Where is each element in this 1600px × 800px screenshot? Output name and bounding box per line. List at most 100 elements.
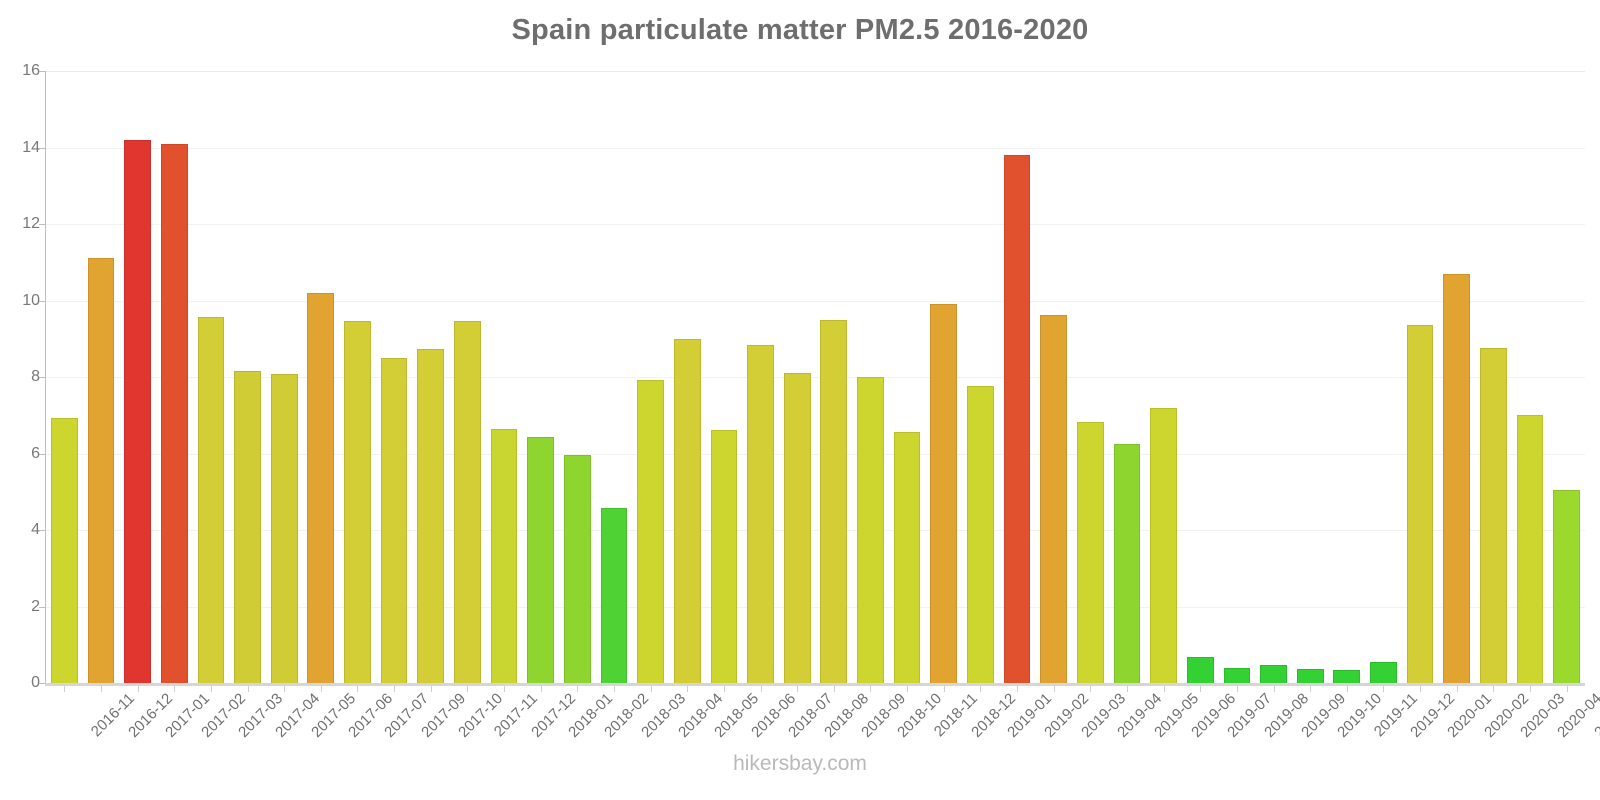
bar-slot xyxy=(1186,71,1214,683)
x-axis-tick-mark xyxy=(100,686,102,692)
bar[interactable] xyxy=(270,373,298,683)
bar[interactable] xyxy=(1370,661,1397,683)
bar[interactable] xyxy=(344,321,371,683)
bar-slot xyxy=(417,71,445,683)
bar-slot xyxy=(673,71,701,683)
x-axis-tick-mark xyxy=(1456,686,1458,692)
y-axis-tick-label: 16 xyxy=(22,62,40,79)
bar[interactable] xyxy=(1150,408,1177,683)
bar[interactable] xyxy=(893,431,921,683)
bar[interactable] xyxy=(160,143,188,683)
gridline xyxy=(45,606,1585,608)
x-axis-tick-mark xyxy=(760,686,762,692)
bar[interactable] xyxy=(490,428,518,683)
y-axis-tick-mark xyxy=(39,224,45,225)
x-axis-tick-mark xyxy=(1163,686,1165,692)
bar[interactable] xyxy=(600,508,628,683)
x-axis-tick-mark xyxy=(284,686,286,692)
bar-slot xyxy=(1296,71,1324,683)
x-axis-tick-mark xyxy=(943,686,945,692)
bar[interactable] xyxy=(1553,489,1581,683)
x-axis-tick-mark xyxy=(1530,686,1532,692)
y-axis-tick-label: 4 xyxy=(31,521,40,538)
x-axis-tick-mark xyxy=(174,686,176,692)
bar[interactable] xyxy=(710,429,738,683)
x-axis-tick-mark xyxy=(1236,686,1238,692)
bar[interactable] xyxy=(1333,670,1361,683)
bar[interactable] xyxy=(1076,421,1104,683)
bar[interactable] xyxy=(380,357,408,683)
bar[interactable] xyxy=(1296,669,1324,683)
x-axis-tick-mark xyxy=(1346,686,1348,692)
bar[interactable] xyxy=(783,373,811,683)
bar-slot xyxy=(307,71,335,683)
bar-slot xyxy=(270,71,298,683)
bar[interactable] xyxy=(967,385,994,683)
bar[interactable] xyxy=(1223,667,1251,683)
bar-slot xyxy=(1150,71,1177,683)
x-axis-tick-mark xyxy=(687,686,689,692)
chart-source-footer: hikersbay.com xyxy=(733,752,867,775)
bar[interactable] xyxy=(1480,348,1507,683)
bar-slot xyxy=(380,71,408,683)
y-axis-tick-mark xyxy=(39,453,45,455)
bar[interactable] xyxy=(234,370,261,683)
bar[interactable] xyxy=(820,320,848,683)
bar-slot xyxy=(344,71,371,683)
bar-slot xyxy=(50,71,78,683)
y-axis-tick-label: 6 xyxy=(31,444,40,462)
bar[interactable] xyxy=(1040,315,1068,683)
bar[interactable] xyxy=(197,316,225,683)
bar[interactable] xyxy=(930,304,958,683)
bar[interactable] xyxy=(1260,665,1287,683)
x-axis-tick-mark xyxy=(210,686,212,692)
x-axis-tick-mark xyxy=(650,686,652,692)
bar[interactable] xyxy=(857,377,884,683)
bar[interactable] xyxy=(563,455,591,683)
bar-slot xyxy=(1223,71,1251,683)
x-axis-tick-mark xyxy=(1310,686,1312,692)
bar[interactable] xyxy=(1443,273,1471,683)
bar[interactable] xyxy=(87,258,115,683)
x-axis-tick-mark xyxy=(467,686,469,692)
x-axis-tick-mark xyxy=(504,686,506,692)
x-axis-tick-mark xyxy=(1200,686,1202,692)
bar[interactable] xyxy=(454,321,481,683)
x-axis-tick-mark xyxy=(1383,686,1385,692)
x-axis-tick-mark xyxy=(540,686,542,692)
bar[interactable] xyxy=(1003,155,1031,683)
bar[interactable] xyxy=(1516,415,1544,683)
y-axis-tick-mark xyxy=(39,300,45,302)
bar-slot xyxy=(563,71,591,683)
bar-slot xyxy=(234,71,261,683)
bar[interactable] xyxy=(417,349,445,683)
bar-slot xyxy=(1480,71,1507,683)
bar[interactable] xyxy=(307,292,335,683)
x-axis-tick-mark xyxy=(833,686,835,692)
bar-slot xyxy=(1003,71,1031,683)
y-axis-tick-mark xyxy=(39,147,45,149)
bar[interactable] xyxy=(637,379,664,683)
bar[interactable] xyxy=(50,418,78,683)
x-axis-tick-mark xyxy=(1566,686,1568,692)
x-axis-tick-mark xyxy=(1126,686,1128,692)
bar[interactable] xyxy=(124,139,151,683)
y-axis-tick-mark xyxy=(39,683,45,684)
bar[interactable] xyxy=(1406,325,1434,683)
x-axis-tick-mark xyxy=(1493,686,1495,692)
bar[interactable] xyxy=(1113,444,1141,683)
bar-slot xyxy=(1113,71,1141,683)
bar-slot xyxy=(637,71,664,683)
gridline xyxy=(45,453,1585,455)
bar[interactable] xyxy=(527,436,555,683)
bar[interactable] xyxy=(673,338,701,683)
bar-slot xyxy=(710,71,738,683)
bar[interactable] xyxy=(1186,657,1214,683)
x-axis-tick-mark xyxy=(577,686,579,692)
bar[interactable] xyxy=(747,344,774,683)
bar-slot xyxy=(1260,71,1287,683)
bar-series xyxy=(46,71,1585,683)
gridline xyxy=(45,147,1585,149)
x-axis-tick-mark xyxy=(394,686,396,692)
bar-slot xyxy=(1040,71,1068,683)
